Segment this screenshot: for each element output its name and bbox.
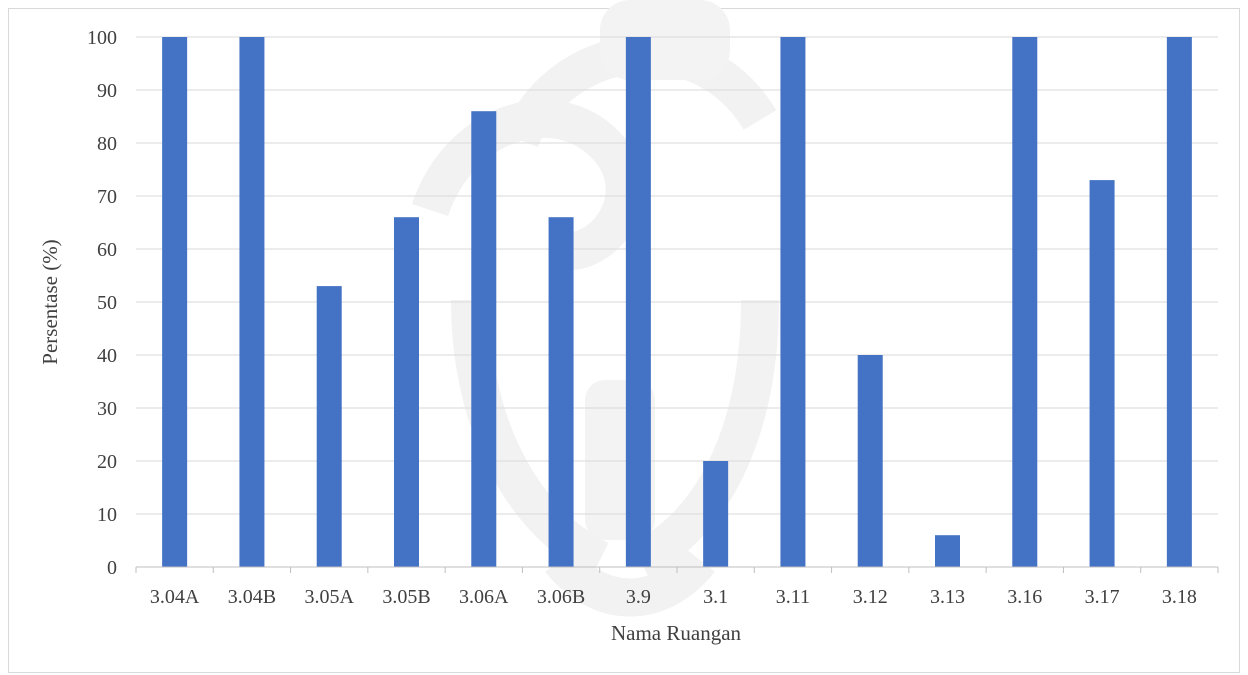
x-tick-label: 3.05A [304, 586, 354, 608]
bars [162, 37, 1192, 567]
x-tick-label: 3.1 [703, 586, 728, 608]
x-axis-ticks: 3.04A 3.04B 3.05A 3.05B 3.06A 3.06B 3.9 3.1 3.11… [150, 586, 1197, 608]
bar-3-05B [394, 217, 419, 567]
bar-3-16 [1012, 37, 1038, 567]
y-tick-label: 0 [107, 557, 117, 579]
bar-3-04B [239, 37, 265, 567]
x-tick-label: 3.04B [228, 586, 276, 608]
bar-3-1 [703, 461, 729, 567]
x-tick-label: 3.05B [382, 586, 430, 608]
bar-3-12 [857, 355, 883, 567]
x-tick-label: 3.18 [1162, 586, 1197, 608]
x-axis-title: Nama Ruangan [611, 621, 742, 645]
y-tick-label: 60 [97, 239, 117, 261]
bar-3-06A [471, 111, 497, 567]
x-tick-label: 3.11 [776, 586, 810, 608]
x-tick-label: 3.9 [626, 586, 651, 608]
y-tick-label: 70 [97, 186, 117, 208]
bar-3-11 [780, 37, 806, 567]
x-tick-label: 3.06A [459, 586, 509, 608]
y-tick-label: 40 [97, 345, 117, 367]
y-axis-title: Persentase (%) [38, 239, 62, 364]
y-tick-label: 10 [97, 504, 117, 526]
gridlines [136, 36, 1218, 515]
bar-3-13 [935, 535, 960, 567]
x-tick-label: 3.06B [537, 586, 585, 608]
x-tick-label: 3.17 [1085, 586, 1120, 608]
x-tick-label: 3.04A [150, 586, 200, 608]
bar-3-17 [1089, 180, 1115, 567]
bar-3-06B [548, 217, 574, 567]
bar-3-04A [162, 37, 188, 567]
bar-3-05A [316, 286, 342, 567]
y-tick-label: 30 [97, 398, 117, 420]
x-tick-label: 3.16 [1007, 586, 1042, 608]
y-tick-label: 90 [97, 80, 117, 102]
y-tick-label: 50 [97, 292, 117, 314]
x-axis [135, 566, 1219, 573]
bar-3-18 [1166, 37, 1192, 567]
y-axis-ticks: 0 10 20 30 40 50 60 70 80 90 100 [87, 27, 117, 579]
y-tick-label: 20 [97, 451, 117, 473]
y-tick-label: 80 [97, 133, 117, 155]
x-tick-label: 3.13 [930, 586, 965, 608]
bar-3-9 [625, 37, 651, 567]
y-tick-label: 100 [87, 27, 117, 49]
x-tick-label: 3.12 [853, 586, 888, 608]
